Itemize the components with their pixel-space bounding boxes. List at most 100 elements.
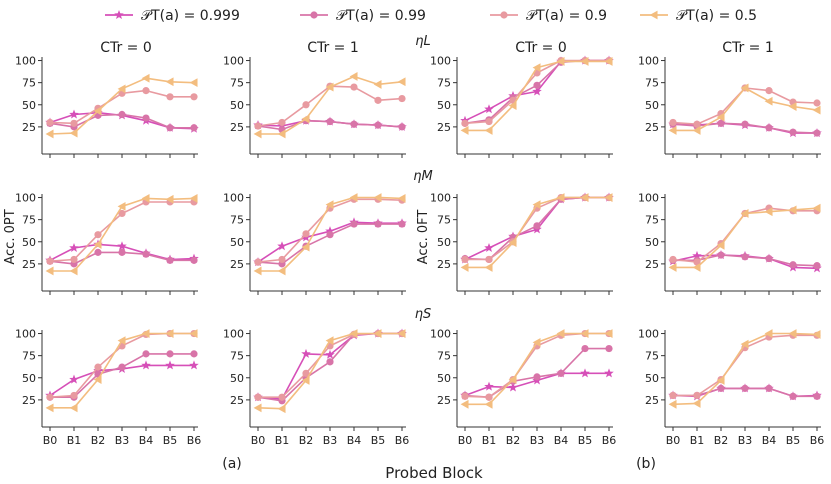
legend-item-3: 𝒫T(a) = 0.5 <box>640 8 757 24</box>
data-point <box>765 87 773 95</box>
x-tick-label: B2 <box>91 434 106 447</box>
y-tick-label: 100 <box>15 55 36 68</box>
x-tick-label: B4 <box>139 434 154 447</box>
data-point <box>254 393 262 401</box>
y-tick-label: 50 <box>230 372 244 385</box>
data-point <box>813 392 821 400</box>
data-point <box>325 336 334 346</box>
data-point <box>277 129 286 139</box>
data-point <box>277 241 287 251</box>
data-point <box>118 209 126 218</box>
y-tick-label: 25 <box>645 394 659 407</box>
data-point <box>93 240 102 249</box>
data-point <box>580 368 590 378</box>
data-point <box>604 57 613 66</box>
data-point <box>166 350 174 358</box>
data-point <box>580 57 589 66</box>
data-point <box>325 226 335 236</box>
data-point <box>278 255 286 264</box>
legend: 𝒫T(a) = 0.999 𝒫T(a) = 0.99 𝒫T(a) = 0.9 𝒫T(a… <box>105 8 757 24</box>
data-point <box>765 254 773 263</box>
x-tick-label: B3 <box>738 434 753 447</box>
data-point <box>254 122 262 130</box>
panel-9: 25 50 75 100 B0 B1 B2 B3 B4 B5 B6 <box>223 328 409 447</box>
data-point <box>556 193 565 202</box>
legend-marker-3 <box>649 10 658 20</box>
y-tick-label: 50 <box>437 236 451 249</box>
data-point <box>461 119 469 127</box>
legend-label-2: 𝒫T(a) = 0.9 <box>526 8 607 24</box>
data-point <box>788 102 797 111</box>
data-point <box>460 399 469 409</box>
row-label-eta-l: ηL <box>415 34 430 49</box>
data-point <box>692 263 701 272</box>
legend-marker-0 <box>114 10 124 20</box>
data-point <box>190 350 198 358</box>
panel-label-b: (b) <box>636 456 656 472</box>
data-point <box>740 339 749 349</box>
data-point <box>349 329 358 338</box>
x-tick-label: B5 <box>371 434 386 447</box>
data-point <box>70 255 78 264</box>
col-title-3: CTr = 1 <box>722 40 774 56</box>
data-point <box>533 222 541 230</box>
data-point <box>373 80 382 89</box>
y-tick-label: 25 <box>645 258 659 271</box>
x-tick-label: B0 <box>43 434 58 447</box>
data-point <box>93 106 102 116</box>
data-point <box>581 344 589 353</box>
y-tick-label: 75 <box>645 77 659 90</box>
data-point <box>669 255 677 264</box>
legend-item-2: 𝒫T(a) = 0.9 <box>490 8 607 24</box>
y-tick-label: 50 <box>22 372 36 385</box>
data-point <box>508 101 517 111</box>
data-point <box>668 263 677 272</box>
legend-marker-2 <box>500 11 508 19</box>
col-title-1: CTr = 1 <box>307 40 359 56</box>
data-point <box>326 117 334 126</box>
y-tick-label: 50 <box>437 99 451 112</box>
data-point <box>716 376 725 385</box>
y-tick-label: 100 <box>430 55 451 68</box>
data-point <box>764 96 773 106</box>
data-point <box>716 240 725 250</box>
y-tick-label: 100 <box>638 55 659 68</box>
data-point <box>533 373 541 381</box>
data-point <box>789 128 797 136</box>
data-point <box>693 120 701 128</box>
y-tick-label: 75 <box>230 214 244 227</box>
data-point <box>532 337 541 347</box>
data-point <box>812 203 821 213</box>
data-point <box>253 129 262 139</box>
data-point <box>373 329 382 338</box>
data-point <box>349 72 358 81</box>
data-point <box>484 263 493 272</box>
data-point <box>94 231 102 239</box>
y-tick-label: 50 <box>437 372 451 385</box>
data-point <box>142 350 150 358</box>
data-point <box>326 231 334 239</box>
data-point <box>94 363 102 371</box>
data-point <box>484 104 494 114</box>
data-point <box>557 369 565 377</box>
data-point <box>374 220 382 228</box>
y-tick-label: 75 <box>230 77 244 90</box>
x-tick-label: B4 <box>554 434 569 447</box>
y-tick-label: 50 <box>645 99 659 112</box>
y-tick-label: 25 <box>437 121 451 134</box>
data-point <box>532 86 542 96</box>
data-point <box>556 329 565 338</box>
data-point <box>69 374 79 384</box>
x-tick-label: B5 <box>578 434 593 447</box>
panel-3: 25 50 75 100 <box>638 55 822 158</box>
data-point <box>189 360 199 370</box>
data-point <box>45 403 54 413</box>
data-point <box>812 330 821 339</box>
x-tick-label: B2 <box>506 434 521 447</box>
x-tick-label: B1 <box>67 434 82 447</box>
y-tick-label: 25 <box>22 258 36 271</box>
y-tick-label: 75 <box>22 350 36 363</box>
data-point <box>508 238 517 248</box>
panel-7: 25 50 75 100 <box>638 192 822 295</box>
data-point <box>741 120 749 128</box>
